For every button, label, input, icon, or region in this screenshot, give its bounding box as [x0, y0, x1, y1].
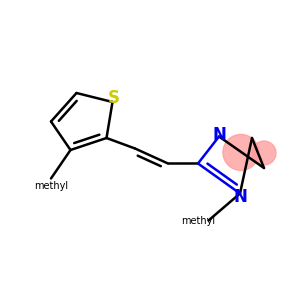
Text: S: S — [108, 89, 120, 107]
Text: N: N — [212, 126, 226, 144]
Text: methyl: methyl — [34, 181, 68, 191]
Circle shape — [252, 141, 276, 165]
Text: N: N — [233, 188, 247, 206]
Circle shape — [223, 134, 259, 170]
Text: methyl: methyl — [181, 215, 215, 226]
